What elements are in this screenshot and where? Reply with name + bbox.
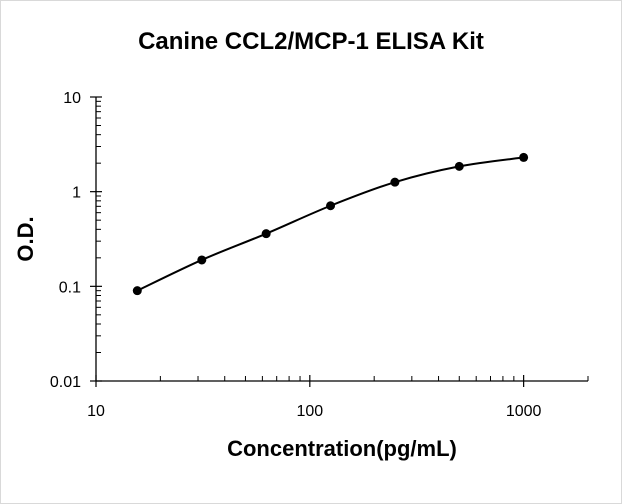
y-tick-label: 1 <box>72 185 81 202</box>
data-point <box>197 255 207 265</box>
ticks: 0.01 0.1 1 10 10 100 1000 <box>50 90 589 420</box>
data-point <box>326 201 336 211</box>
axes <box>95 97 588 382</box>
data-point <box>454 161 464 171</box>
chart-title: Canine CCL2/MCP-1 ELISA Kit <box>138 28 484 55</box>
x-tick-label: 10 <box>87 403 105 420</box>
data-point <box>519 152 529 162</box>
y-axis-title: O.D. <box>13 216 38 261</box>
x-tick-label: 1000 <box>506 403 542 420</box>
x-tick-label: 100 <box>296 403 323 420</box>
data-point <box>390 177 400 187</box>
trend-line <box>136 156 524 292</box>
data-points <box>132 152 529 296</box>
data-point <box>132 286 142 296</box>
data-point <box>261 229 271 239</box>
y-tick-label: 0.01 <box>50 374 81 391</box>
x-axis-title: Concentration(pg/mL) <box>227 436 457 461</box>
y-tick-label: 0.1 <box>59 279 81 296</box>
y-tick-label: 10 <box>63 90 81 107</box>
